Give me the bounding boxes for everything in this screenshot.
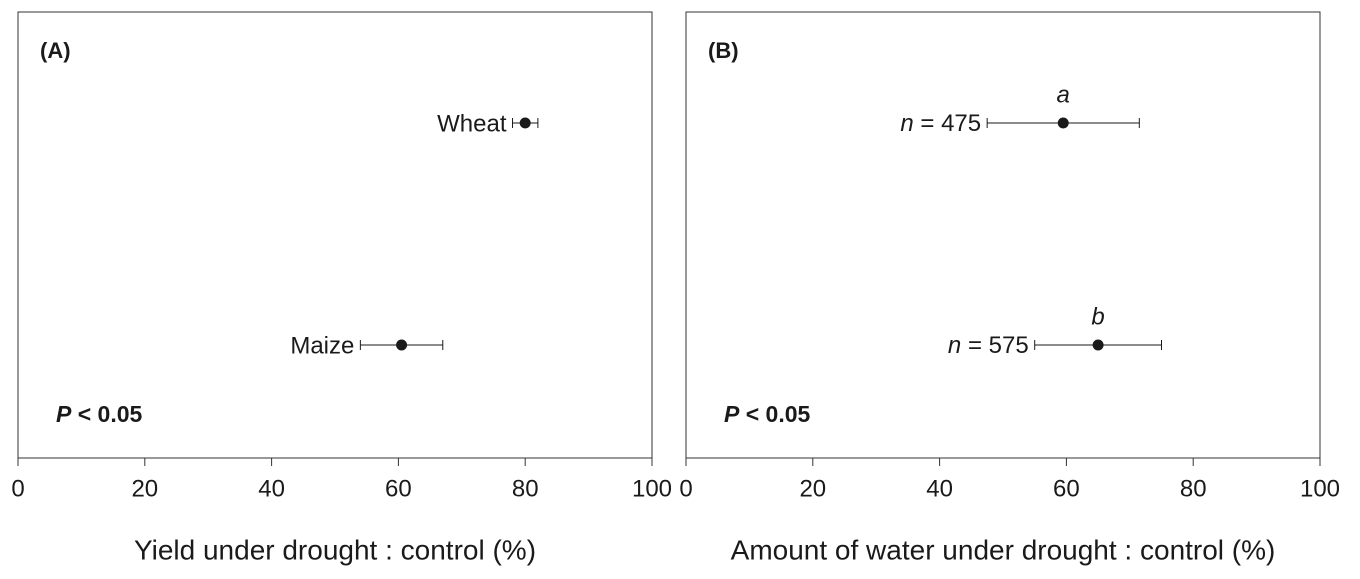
- group-letter: a: [1057, 81, 1070, 108]
- x-tick-label: 100: [632, 475, 672, 502]
- x-tick-label: 60: [1053, 475, 1080, 502]
- x-axis-label: Amount of water under drought : control …: [731, 534, 1276, 565]
- x-tick-label: 80: [1180, 475, 1207, 502]
- x-tick-label: 20: [799, 475, 826, 502]
- x-axis-label: Yield under drought : control (%): [134, 534, 536, 565]
- x-tick-label: 20: [131, 475, 158, 502]
- p-value: P < 0.05: [724, 401, 811, 427]
- category-label: n = 475: [900, 110, 981, 137]
- x-tick-label: 0: [11, 475, 24, 502]
- x-tick-label: 80: [512, 475, 539, 502]
- x-tick-label: 40: [258, 475, 285, 502]
- x-tick-label: 60: [385, 475, 412, 502]
- point: [1092, 339, 1104, 351]
- plot-frame: [685, 11, 1321, 459]
- p-value: P < 0.05: [56, 401, 143, 427]
- x-tick-label: 0: [679, 475, 692, 502]
- category-label: Wheat: [437, 110, 507, 137]
- category-label: n = 575: [948, 332, 1029, 359]
- x-tick-label: 100: [1300, 475, 1340, 502]
- panel-label: (A): [40, 38, 71, 63]
- point: [1057, 117, 1069, 129]
- group-letter: b: [1091, 303, 1104, 330]
- category-label: Maize: [290, 332, 354, 359]
- plot-frame: [17, 11, 653, 459]
- point: [519, 117, 531, 129]
- x-tick-label: 40: [926, 475, 953, 502]
- panel-label: (B): [708, 38, 739, 63]
- point: [396, 339, 408, 351]
